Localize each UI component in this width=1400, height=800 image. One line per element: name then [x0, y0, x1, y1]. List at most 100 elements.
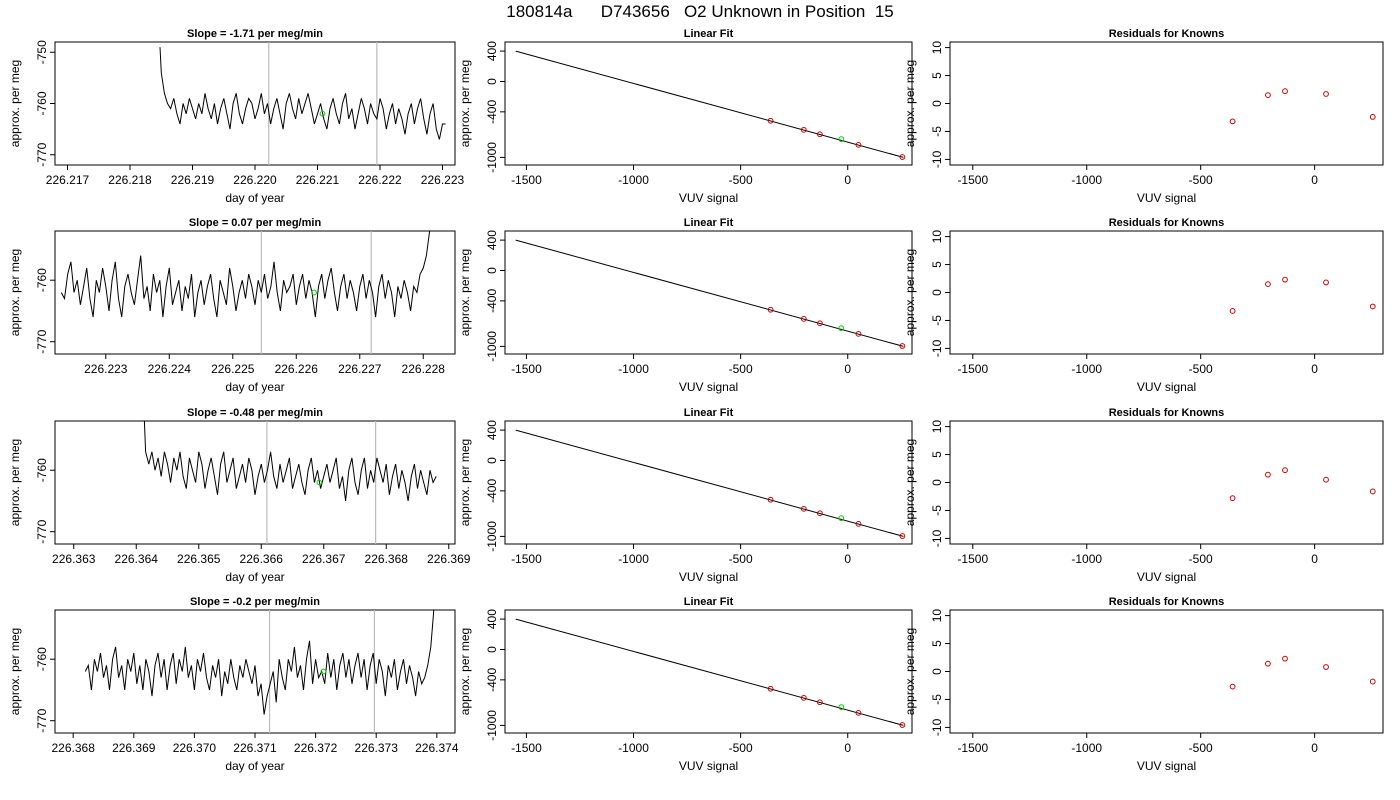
- chart-title: Linear Fit: [684, 596, 734, 608]
- chart-panel: Slope = -0.48 per meg/min 226.363 226.364 2…: [8, 407, 471, 584]
- chart-title: Residuals for Knowns: [1109, 596, 1225, 608]
- y-axis-label: approx. per meg: [458, 628, 472, 715]
- y-tick-label: -10: [930, 718, 944, 736]
- chart-title: Slope = -0.2 per meg/min: [190, 596, 320, 608]
- y-axis-label: approx. per meg: [458, 439, 472, 526]
- y-tick-label: 0: [485, 267, 499, 274]
- y-tick-label: 10: [930, 41, 944, 55]
- chart-title: Slope = -0.48 per meg/min: [187, 407, 323, 419]
- y-tick-label: -400: [485, 100, 499, 124]
- y-tick-label: 400: [485, 420, 499, 440]
- residual-point: [1265, 92, 1271, 99]
- x-tick-label: 0: [844, 552, 851, 566]
- plot-data: [515, 239, 906, 349]
- x-tick-label: 226.363: [52, 552, 96, 566]
- plot-frame: [504, 230, 913, 355]
- unknown-point: [320, 668, 327, 675]
- x-tick-label: 226.220: [233, 173, 277, 187]
- y-axis-label: approx. per meg: [8, 628, 22, 715]
- y-tick-label: -760: [35, 647, 49, 671]
- y-tick-label: -5: [930, 505, 944, 516]
- x-tick-label: 226.364: [115, 552, 159, 566]
- plot-data: [1229, 655, 1376, 690]
- y-tick-label: 400: [485, 41, 499, 61]
- x-tick-label: -1000: [618, 741, 649, 755]
- x-axis-label: day of year: [225, 380, 284, 394]
- x-tick-label: 226.372: [294, 741, 338, 755]
- known-point: [855, 330, 862, 337]
- known-point: [816, 699, 823, 706]
- y-tick-label: -760: [35, 458, 49, 482]
- known-point: [816, 510, 823, 517]
- x-tick-label: -1000: [1071, 173, 1102, 187]
- y-tick-label: -750: [35, 40, 49, 64]
- y-axis-label: approx. per meg: [8, 439, 22, 526]
- plot-frame: [504, 609, 913, 734]
- x-tick-label: 226.371: [233, 741, 277, 755]
- x-tick-label: 226.368: [51, 741, 95, 755]
- plot-frame: [54, 41, 456, 166]
- x-tick-label: 226.223: [84, 362, 128, 376]
- residual-point: [1265, 471, 1271, 478]
- y-tick-label: -400: [485, 289, 499, 313]
- residual-point: [1282, 655, 1288, 662]
- known-point: [899, 533, 906, 539]
- known-point: [767, 306, 774, 313]
- y-tick-label: 5: [930, 261, 944, 268]
- chart-panel: Residuals for Knowns -1500 -1000 -500 0 10 5 0 -…: [903, 596, 1384, 773]
- known-point: [855, 141, 862, 148]
- series-line: [159, 47, 446, 140]
- known-point: [800, 315, 807, 322]
- y-tick-label: 5: [930, 72, 944, 79]
- x-axis-label: VUV signal: [679, 380, 738, 394]
- chart-panel: Residuals for Knowns -1500 -1000 -500 0 10 5 0 -…: [903, 28, 1384, 205]
- y-tick-label: 0: [485, 646, 499, 653]
- x-tick-label: 226.219: [171, 173, 215, 187]
- y-tick-label: -1000: [485, 710, 499, 741]
- x-tick-label: -1000: [618, 552, 649, 566]
- residual-point: [1265, 660, 1271, 667]
- plot-data: [1229, 467, 1376, 502]
- y-axis-label: approx. per meg: [458, 60, 472, 147]
- chart-title: Residuals for Knowns: [1109, 217, 1225, 229]
- y-tick-label: -400: [485, 668, 499, 692]
- known-point: [800, 126, 807, 133]
- residual-point: [1369, 303, 1376, 310]
- y-tick-label: -1000: [485, 521, 499, 552]
- y-axis-label: approx. per meg: [903, 60, 917, 147]
- chart-panel: Slope = -1.71 per meg/min 226.217 226.218 2…: [8, 28, 465, 205]
- plot-data: [60, 231, 431, 354]
- unknown-point: [319, 110, 326, 117]
- x-tick-label: -1000: [1071, 741, 1102, 755]
- chart-panel: Linear Fit -1500 -1000 -500 0 400 0 -400 -1000 VU…: [458, 28, 913, 205]
- x-tick-label: -1500: [511, 173, 542, 187]
- x-axis-label: VUV signal: [1137, 570, 1196, 584]
- fit-line: [515, 429, 904, 537]
- x-tick-label: 226.222: [358, 173, 402, 187]
- residual-point: [1323, 476, 1329, 483]
- fit-line: [515, 618, 904, 726]
- x-tick-label: -500: [1189, 552, 1213, 566]
- x-tick-label: 226.365: [177, 552, 221, 566]
- chart-panel: Linear Fit -1500 -1000 -500 0 400 0 -400 -1000 VU…: [458, 407, 913, 584]
- plot-data: [1229, 88, 1376, 125]
- x-tick-label: -500: [1189, 173, 1213, 187]
- x-tick-label: 226.224: [148, 362, 192, 376]
- y-tick-label: 400: [485, 609, 499, 629]
- residual-point: [1229, 118, 1236, 125]
- series-line: [84, 610, 435, 715]
- y-tick-label: -5: [930, 126, 944, 137]
- x-axis-label: VUV signal: [1137, 759, 1196, 773]
- chart-title: Linear Fit: [684, 217, 734, 229]
- x-tick-label: 226.368: [365, 552, 409, 566]
- x-tick-label: -1000: [1071, 362, 1102, 376]
- residual-point: [1229, 495, 1236, 502]
- y-tick-label: -1000: [485, 331, 499, 362]
- chart-title: Linear Fit: [684, 28, 734, 40]
- plot-frame: [54, 420, 456, 545]
- x-tick-label: 226.228: [402, 362, 446, 376]
- y-tick-label: -770: [35, 329, 49, 353]
- y-tick-label: 0: [930, 289, 944, 296]
- x-tick-label: -1500: [957, 362, 988, 376]
- x-tick-label: 226.367: [302, 552, 346, 566]
